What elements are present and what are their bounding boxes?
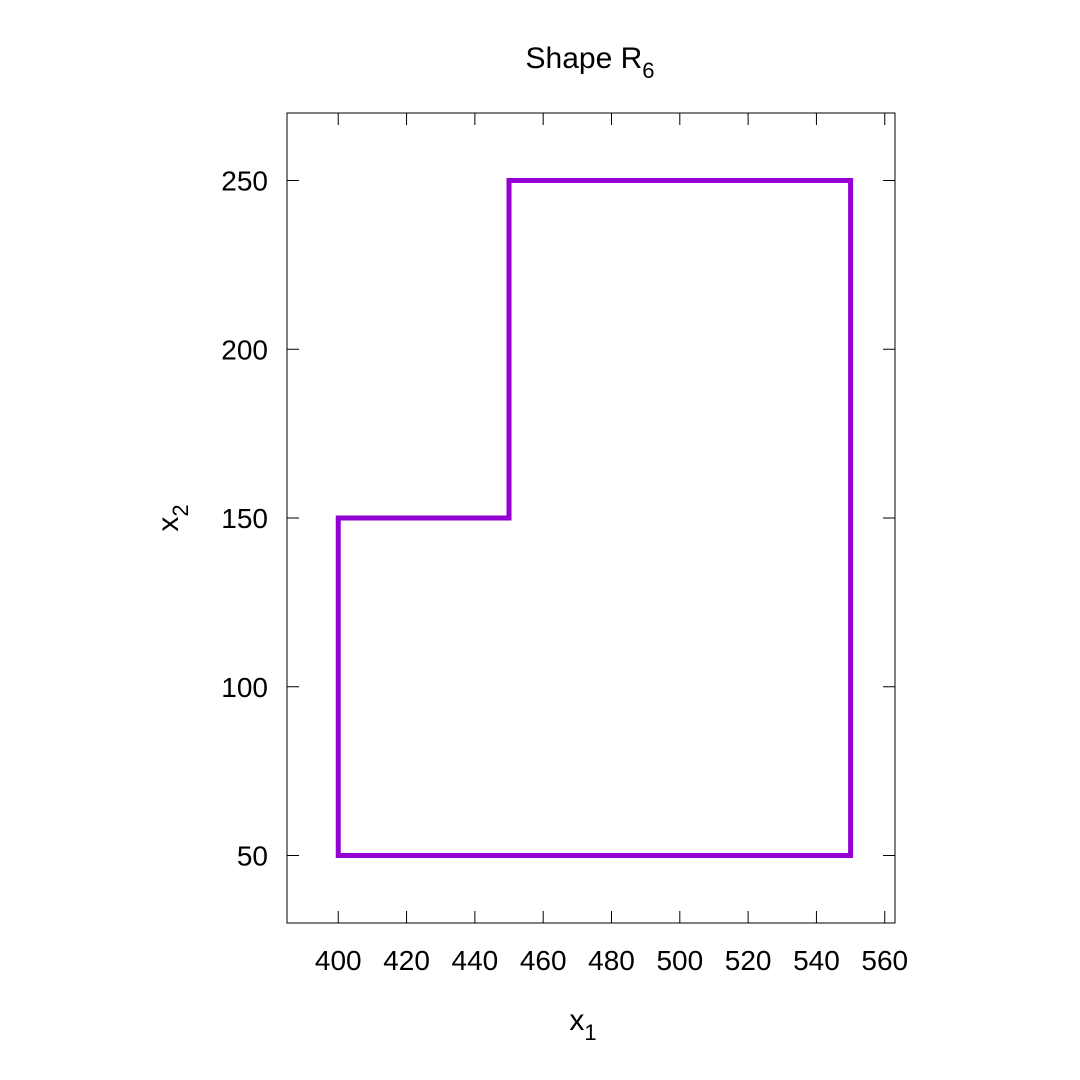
y-tick-label-50: 50 (237, 841, 268, 872)
x-tick-label-440: 440 (452, 945, 499, 976)
x-tick-label-400: 400 (315, 945, 362, 976)
x-tick-labels: 400 420 440 460 480 500 520 540 560 (315, 945, 908, 976)
y-tick-label-250: 250 (221, 166, 268, 197)
y-axis-title-base: x (152, 517, 185, 532)
x-tick-label-560: 560 (861, 945, 908, 976)
chart-title: Shape R6 (526, 42, 655, 83)
x-axis-title-subscript: 1 (584, 1020, 596, 1045)
x-tick-label-480: 480 (588, 945, 635, 976)
chart-title-subscript: 6 (642, 58, 654, 83)
y-tick-label-200: 200 (221, 334, 268, 365)
x-axis-title-base: x (569, 1004, 584, 1037)
y-tick-labels: 50 100 150 200 250 (221, 166, 268, 872)
x-tick-label-500: 500 (656, 945, 703, 976)
y-axis-title-subscript: 2 (168, 504, 193, 516)
x-tick-label-520: 520 (725, 945, 772, 976)
ticks-group (287, 113, 895, 923)
y-axis-title: x2 (152, 504, 193, 531)
x-tick-label-420: 420 (383, 945, 430, 976)
x-tick-label-540: 540 (793, 945, 840, 976)
chart-title-base: Shape R (526, 42, 643, 75)
series-shape-outline (335, 178, 854, 858)
y-tick-label-150: 150 (221, 503, 268, 534)
y-tick-label-100: 100 (221, 672, 268, 703)
x-tick-label-460: 460 (520, 945, 567, 976)
x-axis-title: x1 (569, 1004, 596, 1045)
